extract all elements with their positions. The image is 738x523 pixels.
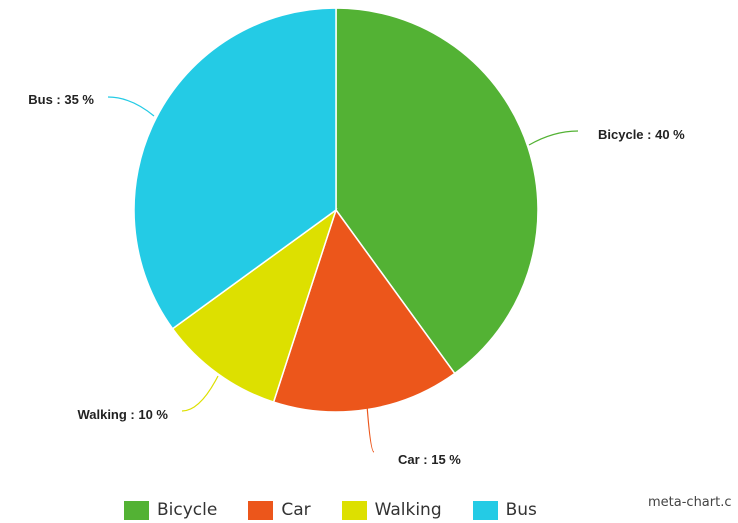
pie-slice-bicycle[interactable]	[335, 7, 539, 375]
legend-item-car[interactable]: Car	[248, 500, 311, 520]
legend-label-walking: Walking	[374, 500, 442, 520]
legend-swatch-bicycle	[124, 500, 149, 520]
connector-bus	[107, 96, 155, 117]
slice-labels: Bicycle : 40 % Car : 15 % Walking : 10 % Bu…	[28, 92, 685, 467]
pie-slices	[133, 7, 539, 413]
watermark: meta-chart.c	[648, 495, 732, 510]
legend-swatch-walking	[341, 500, 367, 520]
slice-label-bus: Bus : 35 %	[28, 92, 94, 107]
slice-label-bicycle: Bicycle : 40 %	[598, 127, 685, 142]
legend: Bicycle Car Walking Bus	[124, 500, 568, 520]
legend-label-car: Car	[281, 500, 311, 520]
pie-slice-bus[interactable]	[133, 7, 337, 330]
legend-item-bus[interactable]: Bus	[472, 500, 537, 520]
legend-item-bicycle[interactable]: Bicycle	[124, 500, 217, 520]
pie-slice-walking[interactable]	[171, 208, 338, 404]
legend-swatch-bus	[472, 500, 498, 520]
connector-walking	[181, 375, 219, 412]
label-connectors	[107, 96, 579, 453]
slice-label-car: Car : 15 %	[398, 452, 461, 467]
pie-chart: Bicycle : 40 % Car : 15 % Walking : 10 % Bu…	[28, 7, 685, 467]
legend-label-bus: Bus	[505, 500, 537, 520]
legend-item-walking[interactable]: Walking	[341, 500, 442, 520]
legend-swatch-car	[248, 500, 274, 520]
connector-bicycle	[528, 130, 579, 146]
connector-car	[366, 404, 375, 453]
legend-label-bicycle: Bicycle	[157, 500, 218, 520]
slice-label-walking: Walking : 10 %	[77, 407, 168, 422]
